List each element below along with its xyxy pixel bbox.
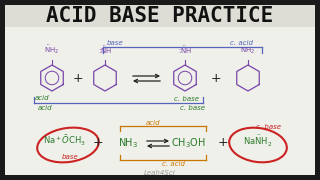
Text: Na$\mathdefault{\ddot{N}}$H$_2$: Na$\mathdefault{\ddot{N}}$H$_2$	[244, 133, 273, 149]
Text: Na$^+\bar{O}$CH$_3$: Na$^+\bar{O}$CH$_3$	[44, 134, 86, 148]
Text: base: base	[62, 154, 78, 160]
Text: base: base	[107, 40, 124, 46]
Text: c. acid: c. acid	[162, 161, 185, 167]
Text: c. acid: c. acid	[230, 40, 253, 46]
FancyBboxPatch shape	[5, 5, 315, 27]
Text: Leah4Sci: Leah4Sci	[144, 170, 176, 176]
Text: +: +	[73, 71, 83, 84]
Text: acid: acid	[35, 95, 49, 101]
Text: c. base: c. base	[180, 105, 205, 111]
Text: CH$_3$OH: CH$_3$OH	[171, 136, 205, 150]
Text: c. base: c. base	[174, 96, 199, 102]
Text: :$\mathdefault{\ddot{N}}$H: :$\mathdefault{\ddot{N}}$H	[178, 44, 192, 56]
Text: +: +	[93, 136, 103, 150]
Text: acid: acid	[38, 105, 52, 111]
Text: c. base: c. base	[255, 124, 281, 130]
Text: ACID BASE PRACTICE: ACID BASE PRACTICE	[46, 6, 274, 26]
Text: +: +	[211, 71, 221, 84]
FancyBboxPatch shape	[5, 5, 315, 175]
Text: :$\mathdefault{\ddot{N}}$H: :$\mathdefault{\ddot{N}}$H	[98, 44, 112, 56]
Text: $\mathdefault{\ddot{N}}$H$_2$: $\mathdefault{\ddot{N}}$H$_2$	[240, 43, 256, 56]
Text: acid: acid	[146, 120, 160, 126]
Text: $\mathdefault{\ddot{N}}$H$_2$: $\mathdefault{\ddot{N}}$H$_2$	[44, 43, 60, 56]
Text: +: +	[218, 136, 228, 150]
Text: NH$_3$: NH$_3$	[118, 136, 138, 150]
